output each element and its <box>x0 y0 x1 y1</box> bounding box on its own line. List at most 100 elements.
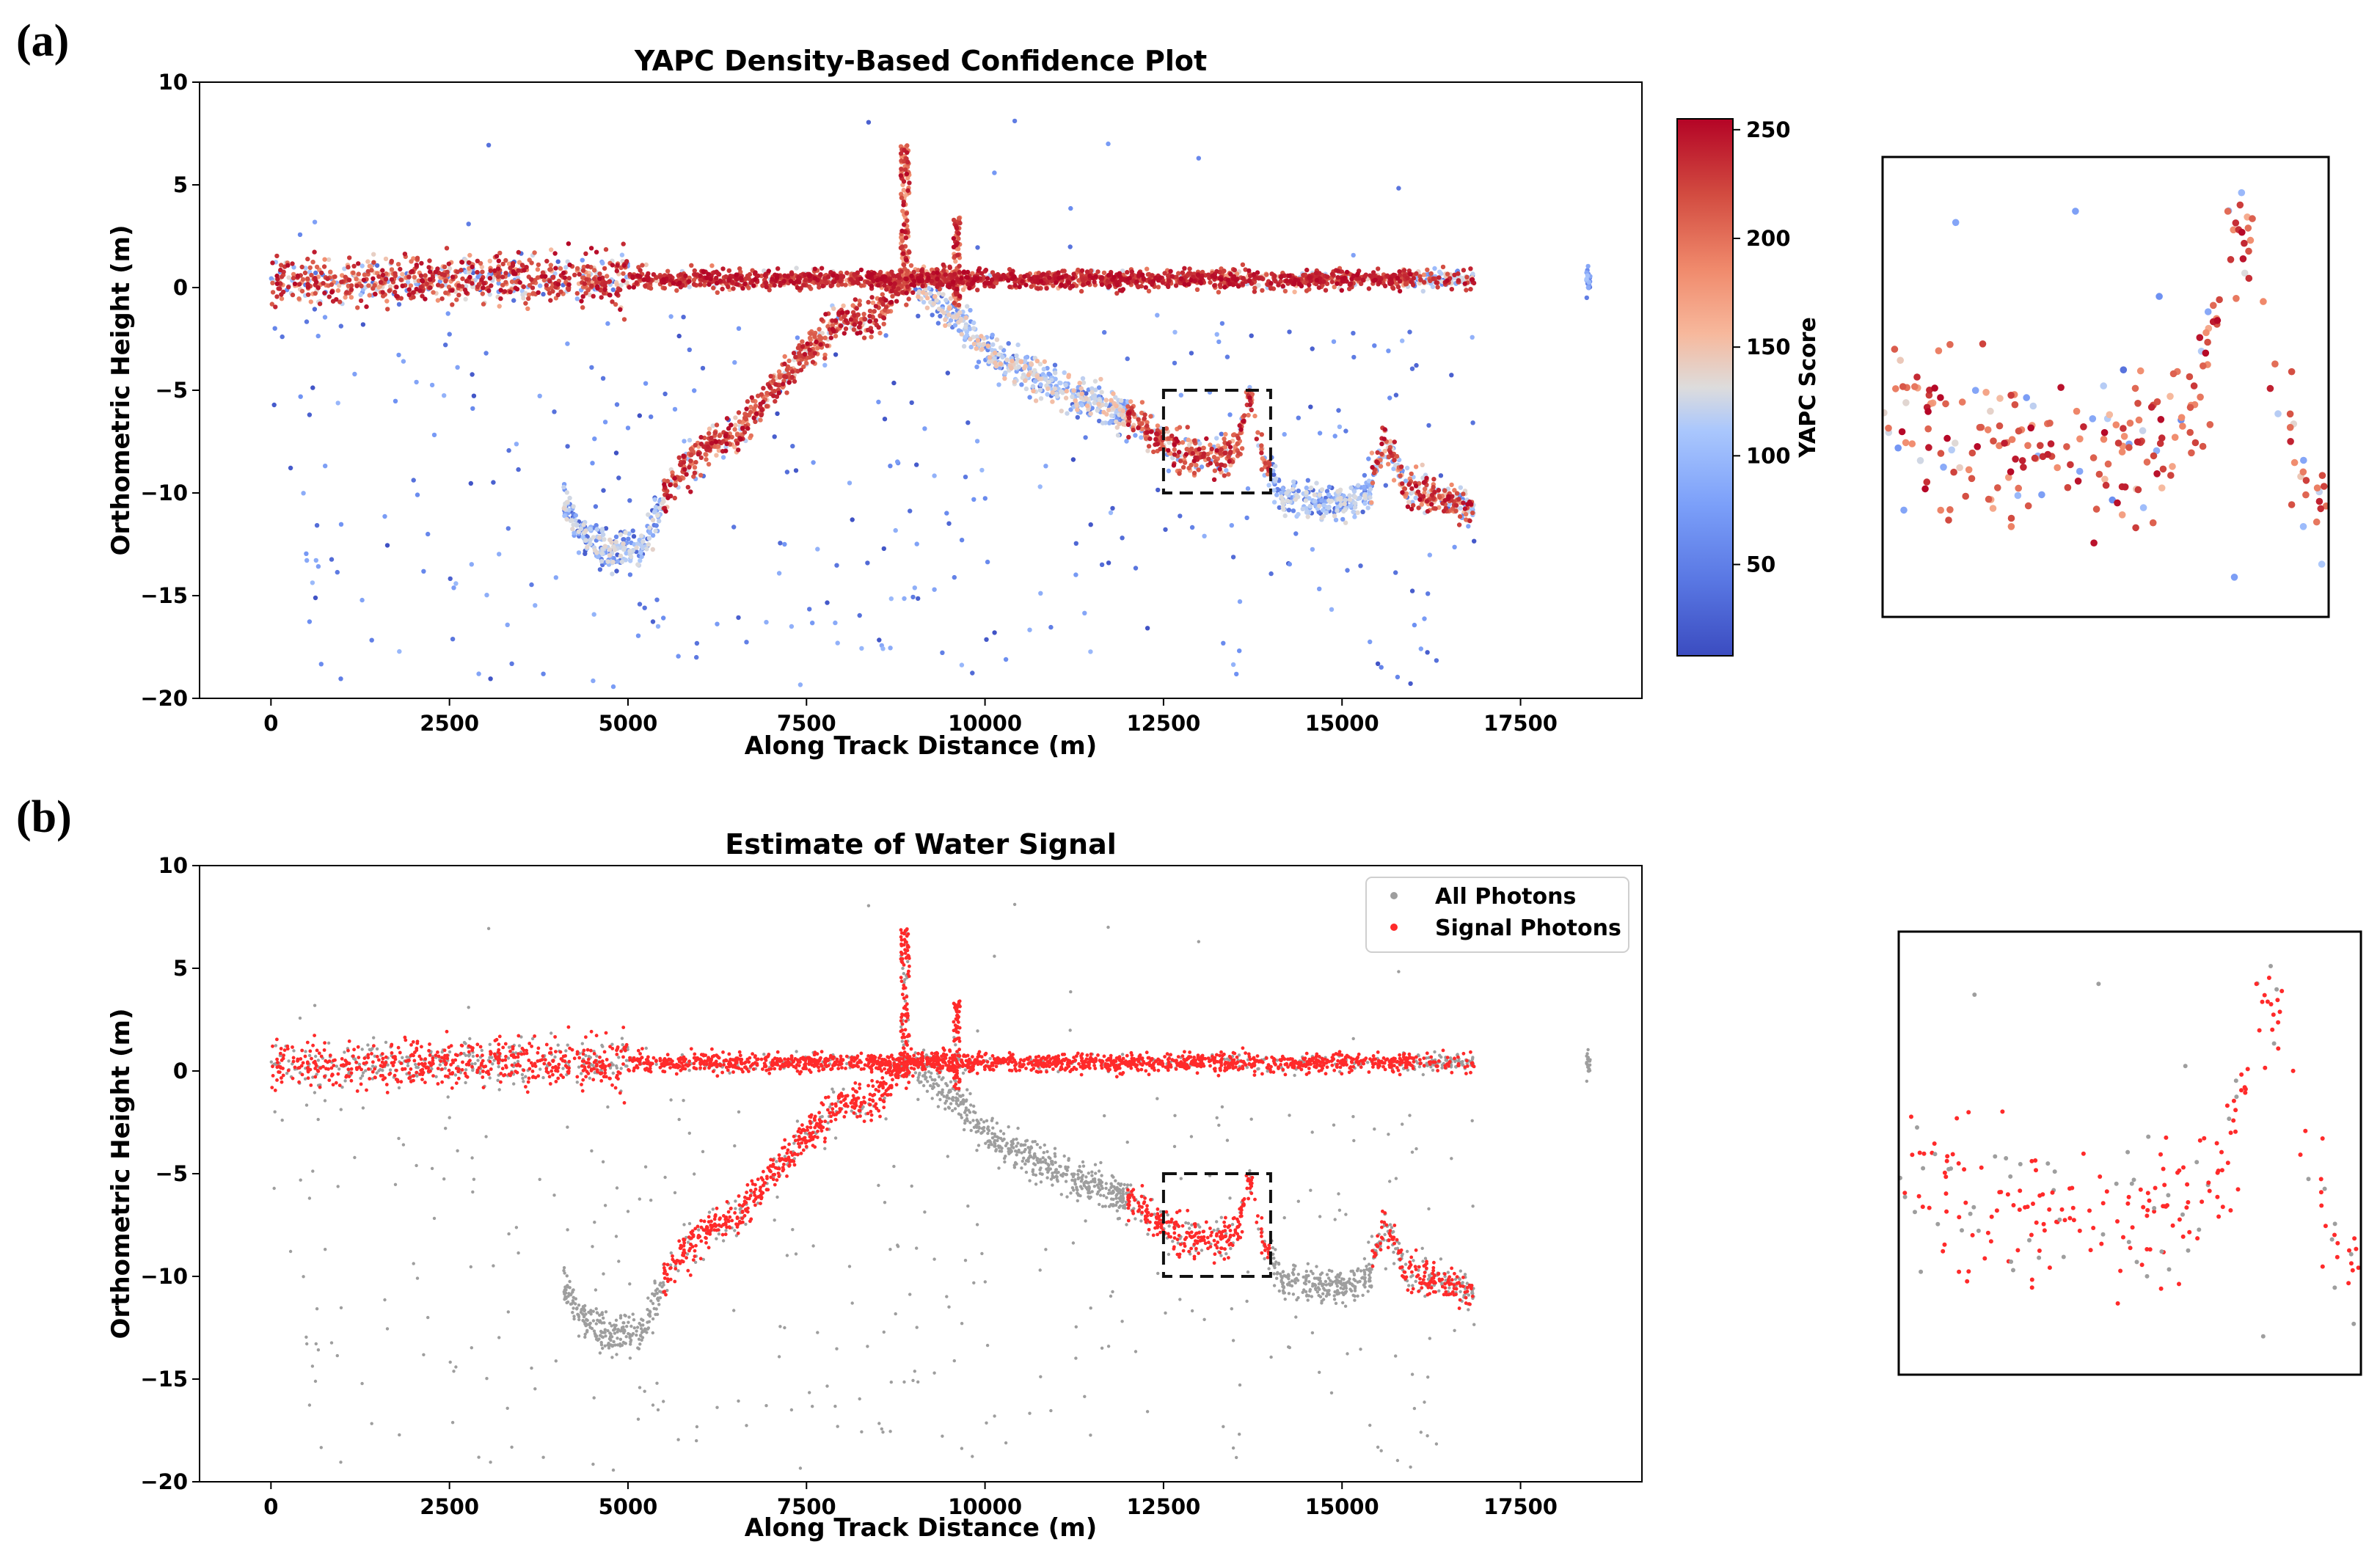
photon-point <box>815 346 820 351</box>
photon-point <box>599 295 604 300</box>
photon-point <box>1236 450 1241 456</box>
photon-point <box>570 527 575 532</box>
photon-point <box>1456 522 1462 527</box>
photon-point <box>1420 462 1425 467</box>
photon-point <box>956 320 961 325</box>
photon-point <box>393 398 398 403</box>
photon-point <box>843 326 849 332</box>
photon-point <box>1310 346 1315 351</box>
photon-point <box>1062 370 1067 376</box>
photon-point <box>488 268 493 274</box>
photon-point <box>1404 465 1410 471</box>
photon-point <box>1212 468 1218 473</box>
photon-point <box>639 554 644 560</box>
photon-point <box>1089 386 1095 391</box>
photon-point <box>1145 423 1150 428</box>
photon-point <box>466 222 471 227</box>
photon-point <box>277 286 282 291</box>
photon-point <box>547 290 552 296</box>
photon-point <box>734 441 740 446</box>
photon-point <box>516 249 521 255</box>
photon-point <box>1359 281 1364 286</box>
photon-point <box>689 452 694 458</box>
photon-point <box>566 276 572 281</box>
photon-point <box>618 553 624 558</box>
photon-point <box>305 276 310 282</box>
photon-point <box>594 527 599 532</box>
photon-point <box>736 410 742 415</box>
photon-point <box>1585 263 1591 269</box>
photon-point <box>607 279 613 284</box>
photon-point <box>1260 288 1265 293</box>
photon-point <box>956 302 962 308</box>
photon-point <box>291 265 296 270</box>
photon-point <box>909 400 914 406</box>
photon-point <box>640 539 646 544</box>
photon-point <box>280 334 285 340</box>
photon-point <box>1292 289 1297 295</box>
photon-point <box>743 417 749 422</box>
photon-point <box>831 306 836 311</box>
photon-point <box>583 528 588 533</box>
photon-point <box>1197 441 1202 446</box>
photon-point <box>427 258 432 263</box>
photon-point <box>335 569 340 575</box>
photon-point <box>607 547 613 552</box>
photon-point <box>615 263 620 268</box>
photon-point <box>565 500 570 505</box>
photon-point <box>1286 508 1292 513</box>
photon-point <box>614 268 619 274</box>
photon-point <box>1392 458 1397 463</box>
photon-point <box>1470 420 1475 425</box>
photon-point <box>1230 555 1236 560</box>
photon-point <box>698 455 704 461</box>
photon-point <box>355 305 360 310</box>
photon-point <box>795 335 800 340</box>
photon-point <box>588 527 593 532</box>
photon-point <box>1099 562 1105 567</box>
photon-point <box>1259 450 1264 456</box>
photon-point <box>574 290 580 296</box>
photon-point <box>955 312 960 318</box>
photon-point <box>644 546 649 552</box>
photon-point <box>904 302 909 307</box>
photon-point <box>891 380 897 386</box>
photon-point <box>1266 483 1271 488</box>
photon-point <box>484 593 489 598</box>
photon-point <box>1146 444 1152 449</box>
photon-point <box>692 465 698 470</box>
photon-point <box>1172 329 1178 334</box>
photon-point <box>354 283 359 288</box>
photon-point <box>1034 359 1040 364</box>
photon-point <box>1211 455 1217 460</box>
photon-point <box>387 288 392 293</box>
photon-point <box>475 274 481 279</box>
photon-point <box>1341 508 1346 514</box>
photon-point <box>1255 430 1260 435</box>
photon-point <box>1076 278 1081 283</box>
photon-point <box>1296 415 1302 420</box>
photon-point <box>807 277 813 282</box>
photon-point <box>932 473 937 478</box>
photon-point <box>564 490 569 495</box>
photon-point <box>547 279 552 284</box>
photon-point <box>981 341 987 347</box>
photon-point <box>655 513 660 518</box>
photon-point <box>1326 505 1331 511</box>
photon-point <box>335 401 340 406</box>
photon-point <box>916 313 921 318</box>
photon-point <box>1325 274 1330 279</box>
photon-point <box>313 276 318 281</box>
photon-point <box>654 275 659 280</box>
photon-point <box>319 270 324 276</box>
photon-point <box>439 283 445 288</box>
photon-point <box>1125 270 1130 275</box>
photon-point <box>1347 497 1353 502</box>
photon-point <box>810 359 816 365</box>
photon-point <box>312 307 318 312</box>
photon-point <box>317 301 323 307</box>
photon-point <box>1421 279 1427 285</box>
photon-point <box>1124 439 1129 444</box>
photon-point <box>979 334 984 339</box>
photon-point <box>1352 505 1358 510</box>
